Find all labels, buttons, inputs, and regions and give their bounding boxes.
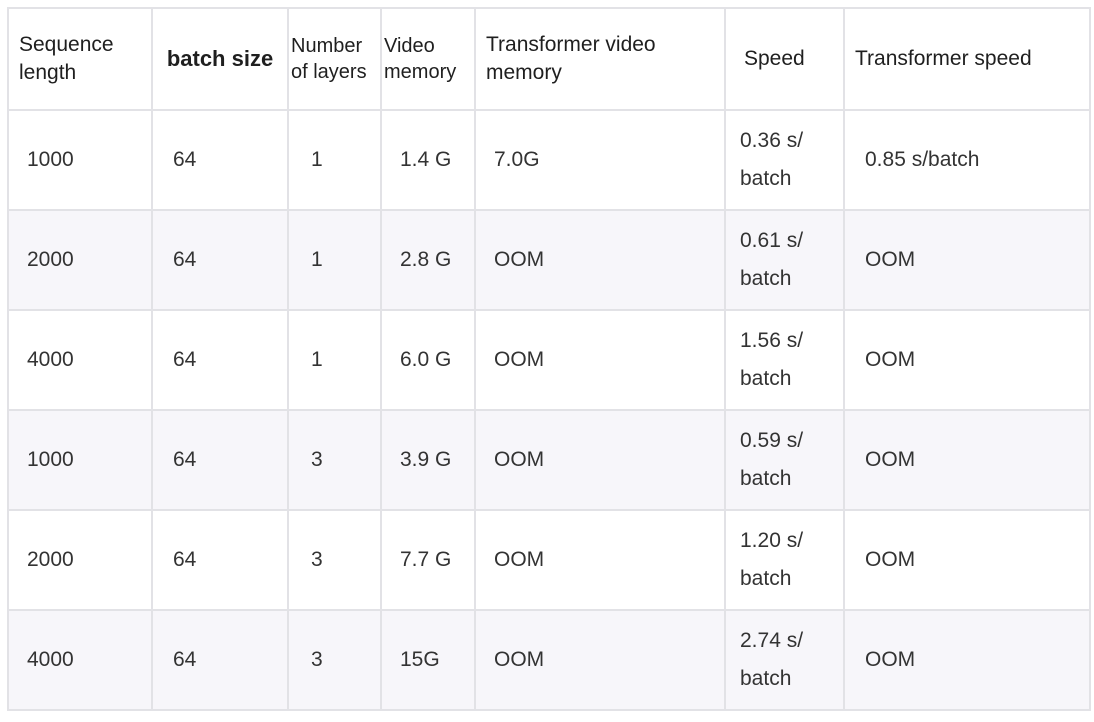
- header-video-memory: Video memory: [380, 7, 476, 111]
- cell-sequence-length: 1000: [7, 409, 153, 511]
- cell-transformer-video-memory: OOM: [474, 309, 726, 411]
- header-sequence-length: Sequence length: [7, 7, 153, 111]
- table-header-row: Sequence length batch size Number of lay…: [7, 7, 1091, 111]
- cell-transformer-speed: OOM: [843, 209, 1091, 311]
- cell-video-memory: 2.8 G: [380, 209, 476, 311]
- header-batch-size: batch size: [151, 7, 289, 111]
- table-row: 2000 64 1 2.8 G OOM 0.61 s/ batch OOM: [7, 209, 1091, 311]
- header-number-of-layers: Number of layers: [287, 7, 382, 111]
- cell-speed: 0.59 s/ batch: [724, 409, 845, 511]
- cell-sequence-length: 2000: [7, 209, 153, 311]
- cell-sequence-length: 4000: [7, 609, 153, 711]
- cell-transformer-speed: OOM: [843, 409, 1091, 511]
- comparison-table-container: Sequence length batch size Number of lay…: [7, 7, 1091, 711]
- cell-speed: 0.61 s/ batch: [724, 209, 845, 311]
- cell-video-memory: 7.7 G: [380, 509, 476, 611]
- cell-number-of-layers: 1: [287, 109, 382, 211]
- table-row: 2000 64 3 7.7 G OOM 1.20 s/ batch OOM: [7, 509, 1091, 611]
- cell-sequence-length: 4000: [7, 309, 153, 411]
- cell-transformer-speed: OOM: [843, 509, 1091, 611]
- cell-transformer-video-memory: OOM: [474, 409, 726, 511]
- cell-transformer-speed: OOM: [843, 309, 1091, 411]
- cell-transformer-video-memory: OOM: [474, 509, 726, 611]
- cell-speed: 0.36 s/ batch: [724, 109, 845, 211]
- cell-number-of-layers: 3: [287, 409, 382, 511]
- cell-batch-size: 64: [151, 309, 289, 411]
- comparison-table: Sequence length batch size Number of lay…: [7, 7, 1091, 711]
- cell-video-memory: 3.9 G: [380, 409, 476, 511]
- table-row: 4000 64 3 15G OOM 2.74 s/ batch OOM: [7, 609, 1091, 711]
- cell-transformer-video-memory: OOM: [474, 609, 726, 711]
- cell-batch-size: 64: [151, 109, 289, 211]
- cell-speed: 1.20 s/ batch: [724, 509, 845, 611]
- cell-transformer-speed: 0.85 s/batch: [843, 109, 1091, 211]
- cell-video-memory: 6.0 G: [380, 309, 476, 411]
- cell-transformer-video-memory: 7.0G: [474, 109, 726, 211]
- cell-number-of-layers: 1: [287, 309, 382, 411]
- table-row: 1000 64 1 1.4 G 7.0G 0.36 s/ batch 0.85 …: [7, 109, 1091, 211]
- cell-number-of-layers: 3: [287, 509, 382, 611]
- cell-batch-size: 64: [151, 209, 289, 311]
- cell-sequence-length: 1000: [7, 109, 153, 211]
- cell-batch-size: 64: [151, 509, 289, 611]
- header-speed: Speed: [724, 7, 845, 111]
- cell-speed: 2.74 s/ batch: [724, 609, 845, 711]
- table-row: 4000 64 1 6.0 G OOM 1.56 s/ batch OOM: [7, 309, 1091, 411]
- cell-sequence-length: 2000: [7, 509, 153, 611]
- cell-video-memory: 1.4 G: [380, 109, 476, 211]
- cell-transformer-video-memory: OOM: [474, 209, 726, 311]
- cell-number-of-layers: 1: [287, 209, 382, 311]
- cell-number-of-layers: 3: [287, 609, 382, 711]
- cell-video-memory: 15G: [380, 609, 476, 711]
- cell-batch-size: 64: [151, 409, 289, 511]
- header-transformer-speed: Transformer speed: [843, 7, 1091, 111]
- cell-transformer-speed: OOM: [843, 609, 1091, 711]
- table-row: 1000 64 3 3.9 G OOM 0.59 s/ batch OOM: [7, 409, 1091, 511]
- cell-batch-size: 64: [151, 609, 289, 711]
- cell-speed: 1.56 s/ batch: [724, 309, 845, 411]
- header-transformer-video-memory: Transformer video memory: [474, 7, 726, 111]
